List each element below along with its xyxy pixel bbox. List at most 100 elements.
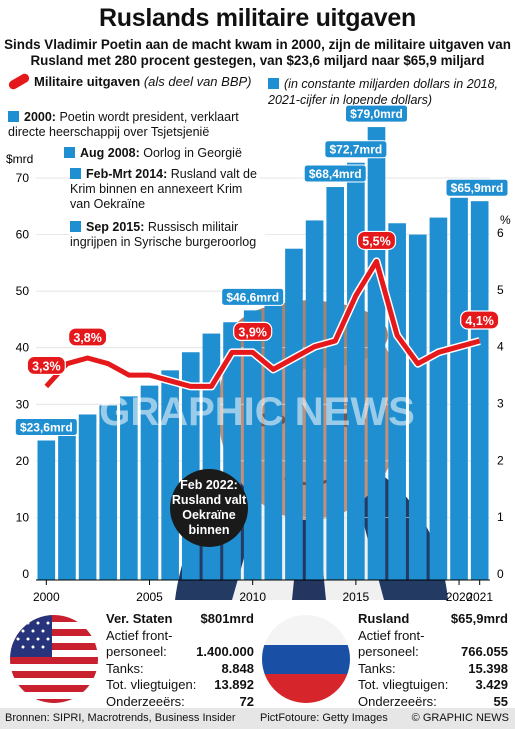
y-right-tick: 4: [497, 340, 504, 354]
bar-2010: [243, 310, 262, 580]
bar-2020: [450, 197, 468, 581]
line-value-label: 3,3%: [26, 355, 66, 376]
x-tick-label: 2005: [136, 590, 163, 604]
bar-label-text: $79,0mrd: [350, 107, 403, 121]
us-spending: $801mrd: [200, 611, 254, 626]
bar-label-text: $23,6mrd: [20, 420, 73, 434]
invasion-callout: Feb 2022: Rusland valt Oekraïne binnen: [170, 469, 248, 547]
y-right-unit: %: [500, 213, 511, 227]
x-tick-label: 2020: [446, 590, 473, 604]
footer-photo: PictFotoure: Getty Images: [260, 712, 388, 724]
x-tick-label: 2010: [239, 590, 266, 604]
y-left-tick: 40: [16, 341, 30, 355]
bar-label-box: [14, 417, 78, 436]
y-right-tick: 5: [497, 283, 504, 297]
watermark: GRAPHIC NEWS: [99, 390, 415, 434]
x-tick-label: 2015: [343, 590, 370, 604]
legend-line-note: (als deel van BBP): [143, 74, 252, 89]
bar-label-box: [303, 164, 367, 183]
bar-value-label: $72,7mrd: [324, 140, 388, 159]
y-left-tick: 60: [16, 228, 30, 242]
y-right-tick: 0: [497, 567, 504, 581]
y-left-unit: $mrd: [6, 152, 33, 166]
bar-label-box: [324, 140, 388, 159]
y-left-tick: 30: [16, 397, 30, 411]
ru-stats: Rusland $65,9mrd Actief front- personeel:…: [358, 611, 508, 709]
gdp-line: [44, 258, 481, 389]
y-right-tick: 1: [497, 510, 504, 524]
us-country: Ver. Staten: [106, 611, 173, 626]
event-2008: Aug 2008: Oorlog in Georgië: [64, 146, 274, 161]
y-left-tick: 0: [22, 567, 29, 581]
legend-bar-entry: (in constante miljarden dollars in 2018,…: [268, 76, 508, 108]
line-label-text: 3,8%: [73, 331, 102, 345]
y-left-tick: 70: [16, 171, 30, 185]
y-left-tick: 10: [16, 510, 30, 524]
bar-2015: [347, 162, 365, 580]
bar-2004: [120, 396, 138, 580]
bar-2003: [99, 405, 118, 580]
line-value-label: 4,1%: [460, 310, 500, 330]
line-label-box: [356, 230, 397, 251]
bar-2001: [58, 428, 76, 580]
line-value-label: 3,8%: [67, 327, 108, 347]
bar-2012: [285, 248, 303, 580]
legend-line-entry: Militaire uitgaven (als deel van BBP): [7, 72, 252, 91]
us-flag: [10, 615, 98, 703]
event-2000: 2000: Poetin wordt president, verklaart …: [8, 110, 258, 140]
line-label-box: [460, 310, 500, 330]
line-label-box: [233, 321, 273, 341]
footer-copyright: © GRAPHIC NEWS: [411, 712, 509, 724]
ru-spending: $65,9mrd: [450, 611, 508, 626]
bar-2018: [408, 234, 427, 581]
bar-2005: [140, 385, 159, 580]
y-right-tick: 6: [497, 226, 504, 240]
line-value-label: 5,5%: [356, 230, 397, 251]
bar-value-label: $65,9mrd: [445, 178, 509, 197]
line-label-text: 4,1%: [465, 314, 494, 328]
y-left-tick: 20: [16, 454, 30, 468]
legend-line-label: Militaire uitgaven: [34, 74, 141, 89]
bar-label-text: $46,6mrd: [226, 290, 279, 304]
bar-legend-swatch: [268, 78, 279, 89]
bar-value-label: $46,6mrd: [221, 287, 285, 306]
bar-value-label: $79,0mrd: [345, 104, 408, 123]
y-right-tick: 3: [497, 397, 504, 411]
line-labels-group: 3,3% 3,8% 3,9% 5,5% 4,1%: [26, 230, 500, 376]
page-subtitle: Sinds Vladimir Poetin aan de macht kwam …: [4, 37, 511, 68]
bar-label-box: [445, 178, 509, 197]
bar-2014: [326, 187, 345, 580]
y-left-tick: 50: [16, 284, 30, 298]
footer: Bronnen: SIPRI, Macrotrends, Business In…: [0, 708, 515, 729]
line-value-label: 3,9%: [233, 321, 273, 341]
x-tick-label: 2000: [33, 590, 60, 604]
bar-2016: [367, 127, 386, 580]
bar-label-box: [345, 104, 408, 123]
bar-value-label: $68,4mrd: [303, 164, 367, 183]
bar-label-box: [221, 287, 285, 306]
bar-2019: [429, 217, 448, 580]
gdp-line-group: [43, 257, 481, 391]
y-right-tick: 2: [497, 453, 504, 467]
footer-sources: Bronnen: SIPRI, Macrotrends, Business In…: [5, 712, 236, 724]
line-label-text: 5,5%: [362, 234, 391, 248]
bar-2002: [78, 414, 97, 580]
line-label-text: 3,3%: [32, 359, 61, 373]
event-2014: Feb-Mrt 2014: Rusland valt de Krim binne…: [70, 167, 260, 212]
russia-flag: [262, 615, 350, 703]
bar-labels-group: $23,6mrd $46,6mrd $68,4mrd $72,7mrd $79,0mrd…: [14, 104, 509, 436]
y-axis-left: $mrd 0 10 20 30 40 50 60 70: [6, 152, 33, 581]
bar-label-text: $68,4mrd: [309, 167, 362, 181]
bar-label-text: $72,7mrd: [330, 143, 383, 157]
x-tick-label: 2021: [466, 590, 493, 604]
y-axis-right: % 0 1 2 3 4 5 6: [497, 213, 511, 581]
line-label-box: [67, 327, 108, 347]
line-label-box: [26, 355, 66, 376]
bar-label-text: $65,9mrd: [451, 181, 504, 195]
page-title: Ruslands militaire uitgaven: [99, 4, 416, 32]
line-label-text: 3,9%: [238, 325, 267, 339]
bar-value-label: $23,6mrd: [14, 417, 78, 436]
ru-country: Rusland: [358, 611, 410, 626]
